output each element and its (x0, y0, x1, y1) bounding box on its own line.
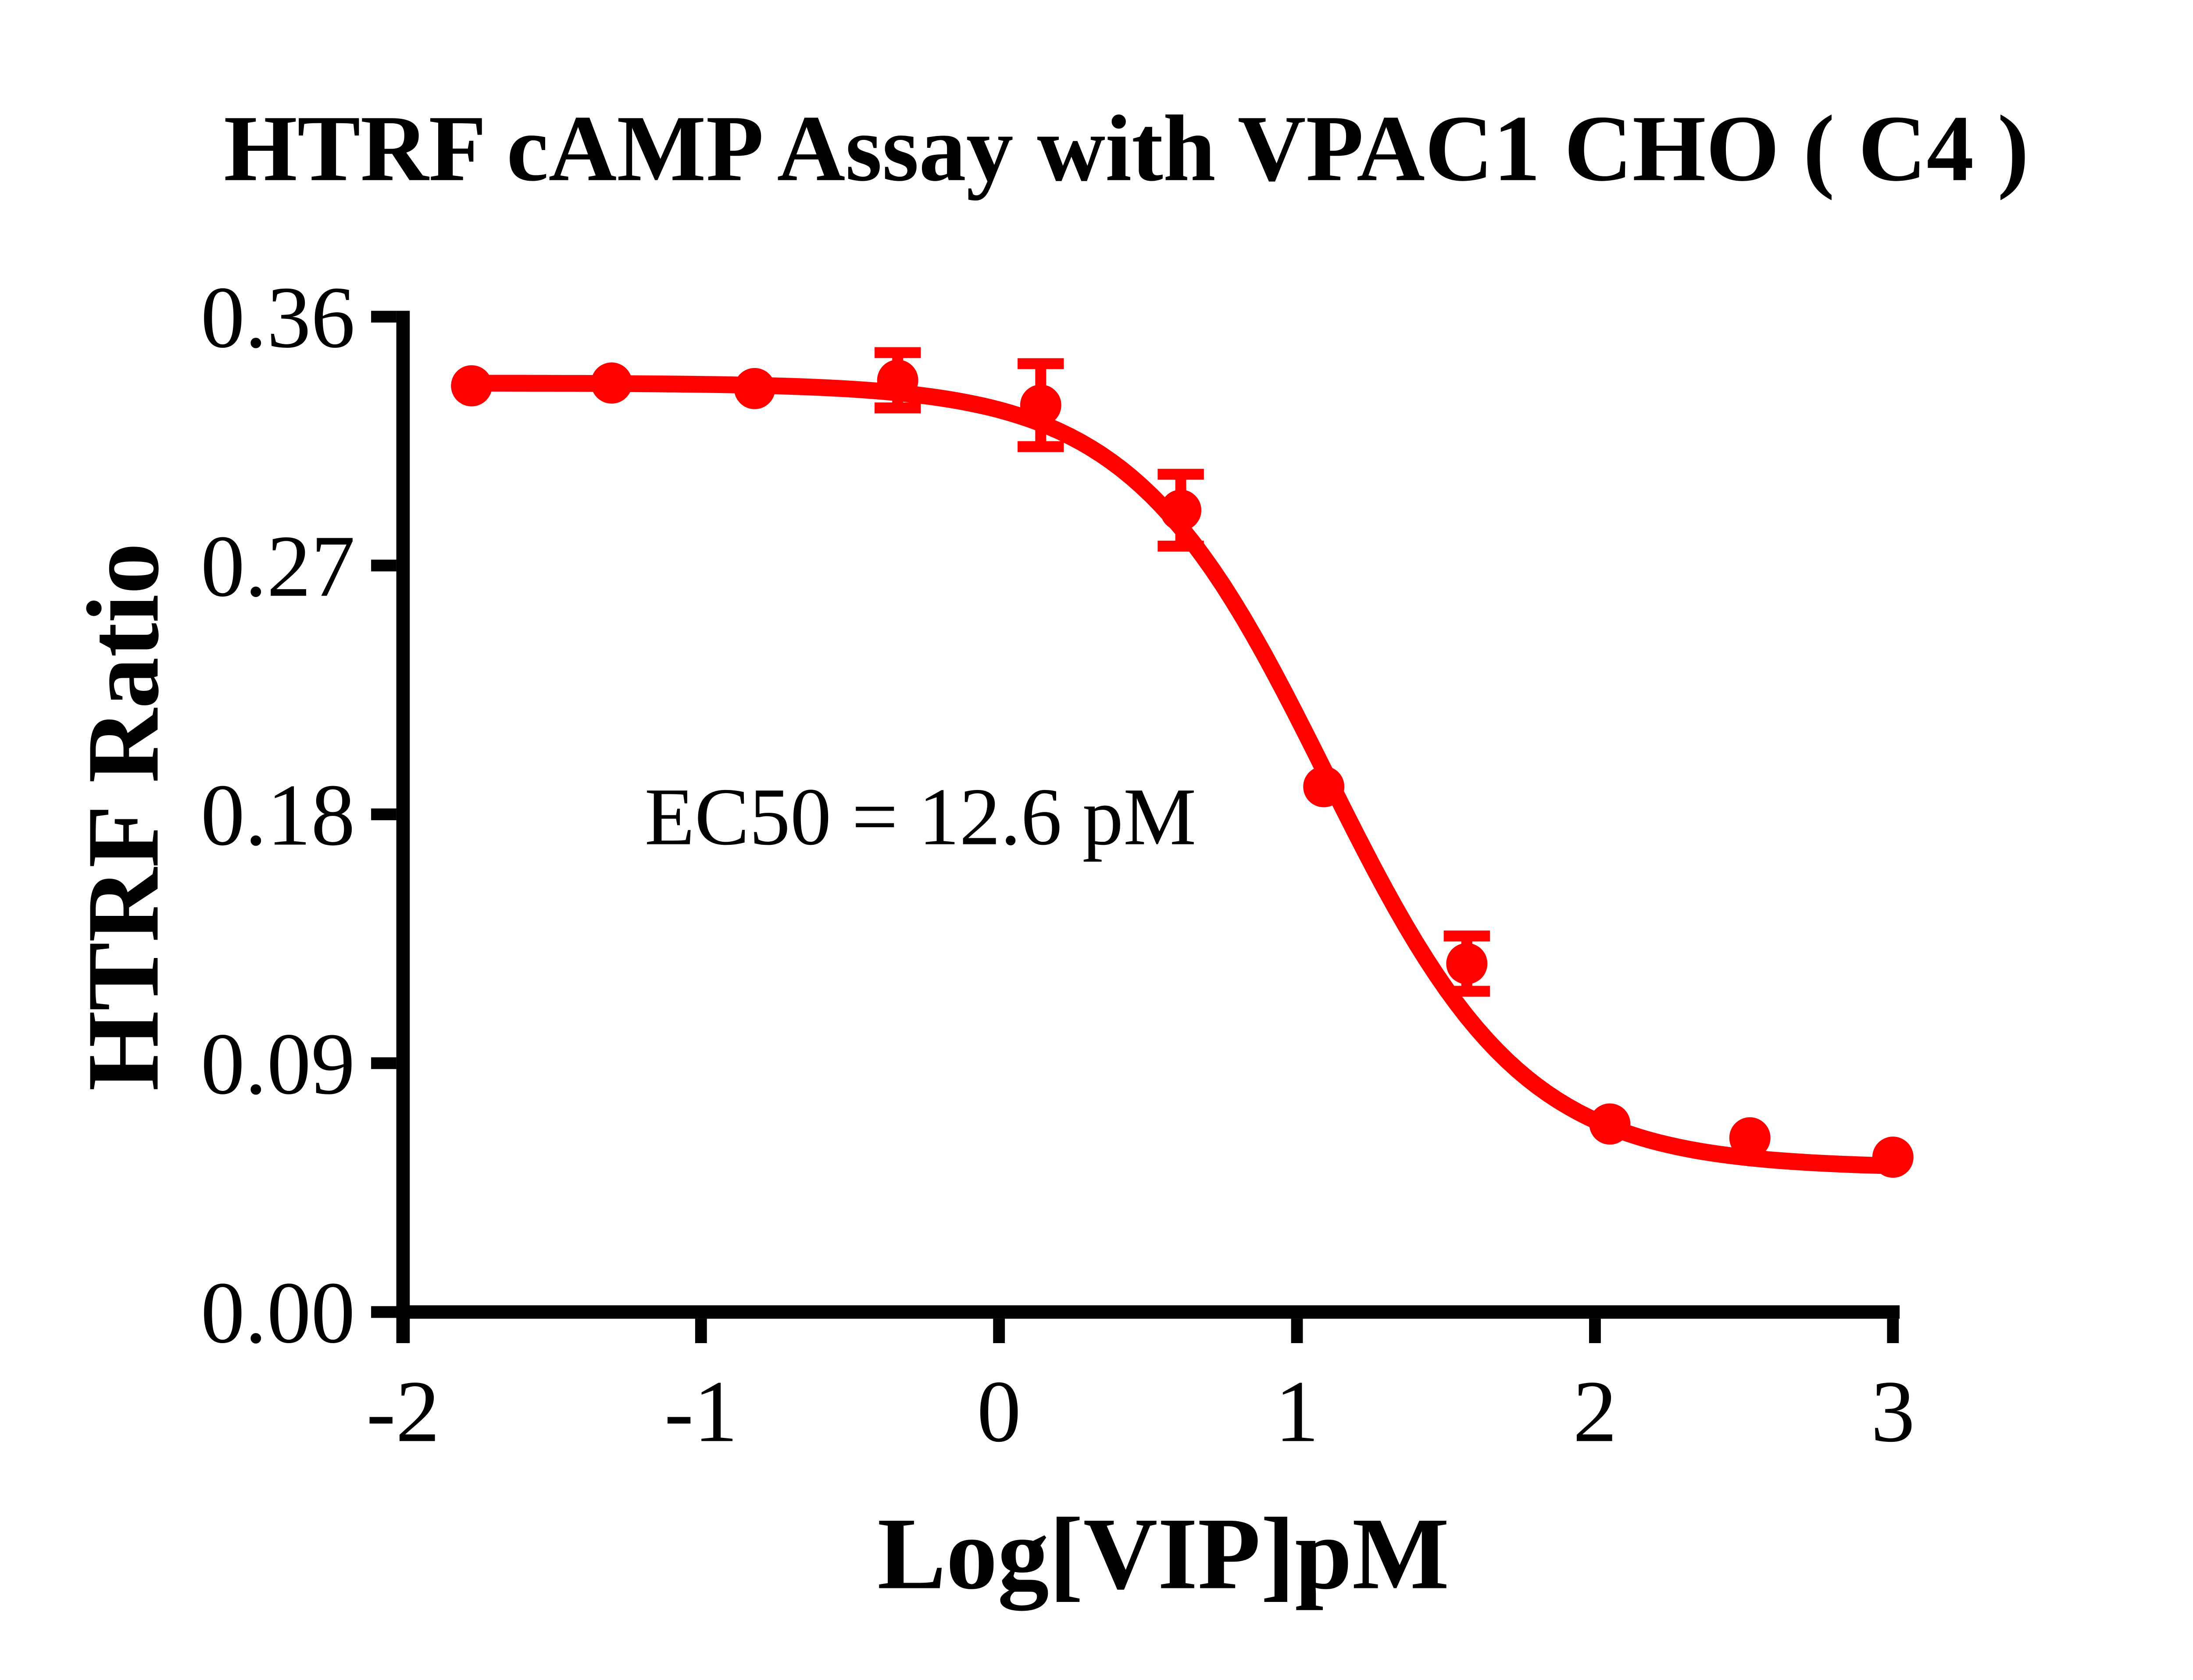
x-tick-label: -2 (366, 1362, 440, 1460)
data-point-marker (1872, 1137, 1914, 1178)
chart-background (0, 35, 2193, 1645)
data-point-marker (1160, 490, 1202, 531)
y-tick-label: 0.00 (201, 1264, 355, 1362)
y-tick-label: 0.09 (201, 1015, 355, 1113)
axes-layer: -2 -1 0 1 2 3 0.00 0.09 0.18 0.27 0.36 (201, 268, 1915, 1460)
series-layer (451, 347, 1914, 1178)
data-point-marker (1020, 384, 1061, 426)
x-tick-label: 3 (1871, 1362, 1915, 1460)
x-axis-line (396, 1305, 1900, 1319)
data-point-marker (877, 359, 918, 401)
x-tick (397, 1319, 409, 1343)
x-tick (1291, 1319, 1303, 1343)
x-tick-label: 0 (977, 1362, 1021, 1460)
x-tick-label: 2 (1573, 1362, 1617, 1460)
ec50-annotation: EC50 = 12.6 pM (645, 772, 1197, 862)
x-tick (993, 1319, 1005, 1343)
y-tick (371, 1306, 396, 1318)
data-point-marker (451, 365, 493, 407)
error-bar-cap (875, 402, 921, 414)
data-point-marker (1446, 943, 1488, 984)
y-tick (371, 808, 396, 820)
y-axis-line (396, 311, 410, 1343)
error-bar-cap (1157, 468, 1204, 480)
x-tick (1887, 1319, 1899, 1343)
y-tick (371, 311, 396, 323)
x-tick (695, 1319, 707, 1343)
error-bar-cap (1018, 358, 1064, 369)
y-tick (371, 559, 396, 572)
y-tick-label: 0.18 (201, 766, 355, 864)
error-bar-cap (1018, 441, 1064, 452)
data-point-marker (1729, 1117, 1771, 1158)
y-tick-label: 0.27 (201, 517, 355, 615)
x-tick-label: 1 (1275, 1362, 1319, 1460)
y-tick (371, 1057, 396, 1069)
y-tick-label: 0.36 (201, 268, 355, 366)
chart-title: HTRF cAMP Assay with VPAC1 CHO ( C4 ) (224, 96, 2029, 201)
x-tick (1589, 1319, 1601, 1343)
error-bar-cap (875, 347, 921, 358)
error-bar-cap (1443, 930, 1490, 942)
data-point-marker (1303, 766, 1345, 808)
data-point-marker (734, 368, 775, 409)
x-axis-title: Log[VIP]pM (877, 1497, 1449, 1611)
data-point-marker (1589, 1103, 1631, 1145)
y-axis-title: HTRF Ratio (66, 543, 180, 1091)
x-tick-label: -1 (664, 1362, 738, 1460)
data-point-marker (591, 362, 632, 404)
